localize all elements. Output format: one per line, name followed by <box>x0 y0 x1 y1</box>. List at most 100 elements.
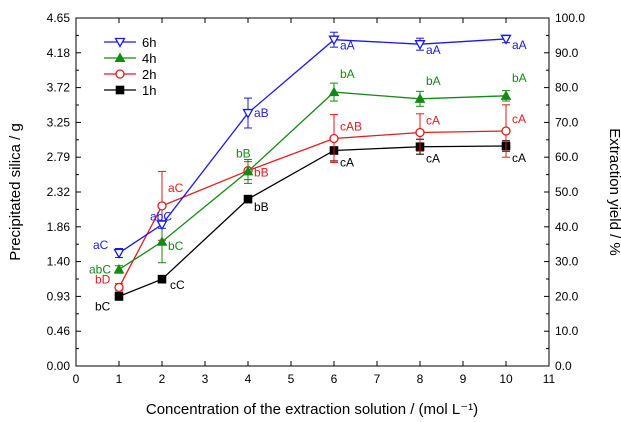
y-axis-left-label: Precipitated silica / g <box>7 123 24 261</box>
y-left-tick-label: 4.65 <box>47 11 71 25</box>
data-label: abC <box>89 262 111 276</box>
x-tick-label: 7 <box>374 372 381 386</box>
x-tick-label: 4 <box>245 372 252 386</box>
data-point <box>156 236 168 246</box>
series-4h: abC bC bB bA bA bA <box>89 67 527 276</box>
data-label: bC <box>95 299 111 313</box>
data-label: aA <box>340 39 355 53</box>
y-left-tick-label: 1.40 <box>47 255 71 269</box>
data-point <box>114 282 124 293</box>
y-right-tick-label: 90.0 <box>555 46 579 60</box>
legend-marker <box>115 85 125 95</box>
data-point <box>242 165 254 176</box>
data-point <box>113 263 125 274</box>
data-label: aA <box>426 43 441 57</box>
y-right-tick-label: 60.0 <box>555 150 579 164</box>
legend-item: 2h <box>104 67 156 82</box>
x-tick-label: 1 <box>116 372 123 386</box>
y-axis-right: 0.0 10.0 20.0 30.0 40.0 50.0 60.0 70.0 80.0 90.0 1… <box>544 11 585 373</box>
data-label: bB <box>254 166 269 180</box>
data-point <box>500 90 512 100</box>
y-right-tick-label: 20.0 <box>555 289 579 303</box>
y-left-tick-label: 3.72 <box>47 81 71 95</box>
series-6h: aC abC aB aA aA aA <box>93 31 527 259</box>
y-right-tick-label: 100.0 <box>555 11 585 25</box>
data-label: aA <box>512 38 527 52</box>
legend-label: 4h <box>142 51 156 66</box>
y-right-tick-label: 40.0 <box>555 220 579 234</box>
x-tick-label: 8 <box>417 372 424 386</box>
y-right-tick-label: 50.0 <box>555 185 579 199</box>
x-tick-label: 5 <box>288 372 295 386</box>
data-label: abC <box>150 210 172 224</box>
data-label: cA <box>512 112 526 126</box>
data-label: cA <box>512 151 526 165</box>
x-tick-label: 9 <box>460 372 467 386</box>
y-axis-right-label: Extraction yield / % <box>606 128 621 256</box>
data-point <box>329 133 339 144</box>
data-label: bA <box>426 74 441 88</box>
legend-item: 6h <box>104 35 156 50</box>
y-left-tick-label: 2.32 <box>47 185 71 199</box>
x-tick-label: 6 <box>331 372 338 386</box>
y-left-tick-label: 3.25 <box>47 115 71 129</box>
data-point <box>501 126 511 136</box>
series-line <box>118 91 507 271</box>
y-left-tick-label: 0.46 <box>47 324 71 338</box>
data-label: bB <box>236 146 251 160</box>
y-right-tick-label: 80.0 <box>555 81 579 95</box>
y-left-tick-label: 0.93 <box>47 289 71 303</box>
data-label: cC <box>170 278 185 292</box>
data-label: cA <box>426 152 440 166</box>
data-point <box>114 292 124 301</box>
data-label: bD <box>95 272 111 286</box>
data-point <box>157 274 167 284</box>
x-axis: 0 1 2 3 4 5 6 7 8 9 10 11 <box>73 18 556 386</box>
legend-marker <box>114 52 126 62</box>
data-point <box>414 40 426 51</box>
series-line <box>118 38 507 254</box>
data-label: cAB <box>340 119 362 133</box>
data-label: aC <box>93 238 109 252</box>
data-point <box>328 86 340 97</box>
x-tick-label: 0 <box>73 372 80 386</box>
legend-label: 1h <box>142 83 156 98</box>
y-right-tick-label: 30.0 <box>555 255 579 269</box>
series-2h: bD aC bB cAB cA cA <box>95 104 526 293</box>
data-label: aC <box>168 181 184 195</box>
data-label: bC <box>168 239 184 253</box>
y-right-tick-label: 0.0 <box>555 359 572 373</box>
y-axis-left: 0.00 0.46 0.93 1.40 1.86 2.32 2.79 3.25 3.72 4.18… <box>47 11 81 373</box>
legend-marker <box>114 37 126 48</box>
y-left-tick-label: 2.79 <box>47 150 71 164</box>
y-right-tick-label: 70.0 <box>555 115 579 129</box>
data-label: cA <box>340 155 354 169</box>
series-line <box>118 145 507 298</box>
data-point <box>414 93 426 103</box>
legend-item: 1h <box>104 83 156 98</box>
y-left-tick-label: 0.00 <box>47 359 71 373</box>
data-label: cA <box>426 114 440 128</box>
data-point <box>328 35 340 46</box>
data-label: bA <box>512 71 527 85</box>
x-tick-label: 3 <box>202 372 209 386</box>
data-label: bB <box>254 200 269 214</box>
y-left-tick-label: 1.86 <box>47 220 71 234</box>
data-point <box>157 201 167 211</box>
x-tick-label: 10 <box>499 372 513 386</box>
legend-marker <box>115 69 125 79</box>
data-point <box>156 220 168 231</box>
x-axis-label: Concentration of the extraction solution… <box>146 401 478 418</box>
series-line <box>118 130 507 288</box>
x-tick-label: 11 <box>543 372 556 386</box>
x-tick-label: 2 <box>159 372 166 386</box>
legend-label: 2h <box>142 67 156 82</box>
legend-label: 6h <box>142 35 156 50</box>
data-label: bA <box>340 67 355 81</box>
data-point <box>500 34 512 45</box>
data-point <box>415 127 425 138</box>
data-point <box>242 108 254 119</box>
data-label: aB <box>254 106 269 120</box>
